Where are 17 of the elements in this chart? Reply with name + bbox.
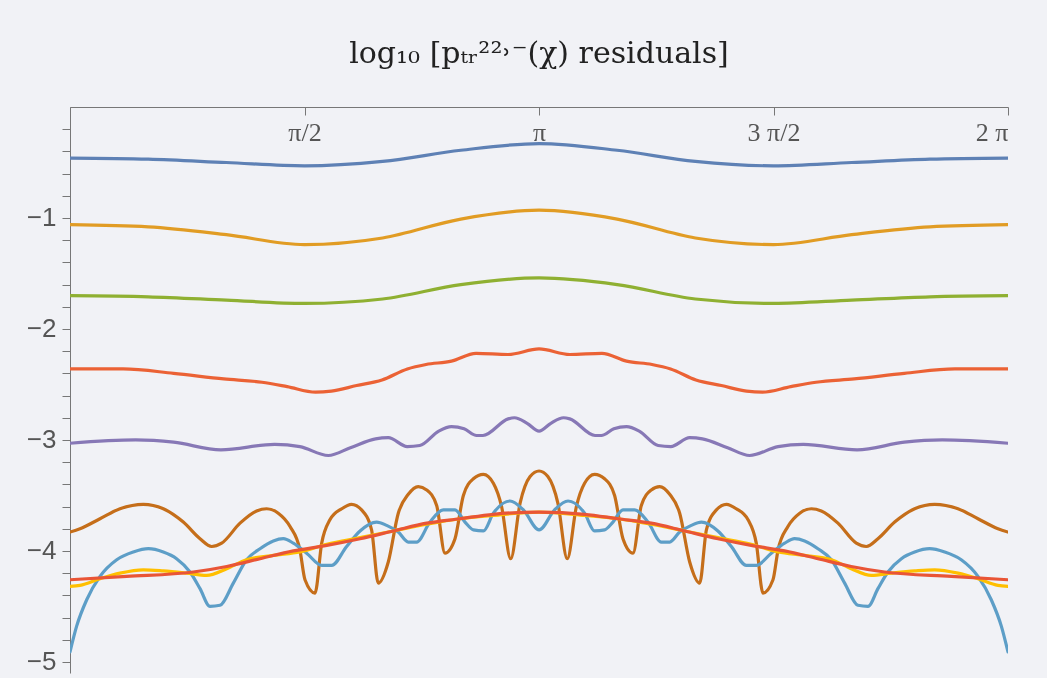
x-tick-label: 3 π/2 bbox=[747, 117, 801, 147]
y-tick-label: −1 bbox=[26, 202, 57, 233]
x-tick-label: π bbox=[532, 117, 547, 147]
y-tick-label: −4 bbox=[26, 535, 57, 566]
line-series bbox=[70, 347, 1008, 394]
y-tick-label: −2 bbox=[26, 313, 57, 344]
x-tick-label: π/2 bbox=[288, 117, 322, 147]
line-series bbox=[70, 499, 1008, 654]
line-series bbox=[70, 276, 1008, 306]
line-series bbox=[70, 208, 1008, 247]
chart-title: log₁₀ [pₜᵣ²²˒⁻(χ) residuals] bbox=[349, 34, 729, 70]
y-tick-label: −5 bbox=[26, 646, 57, 677]
x-tick-label: 2 π bbox=[975, 117, 1009, 147]
line-series bbox=[70, 416, 1008, 458]
line-series bbox=[70, 469, 1008, 595]
line-series bbox=[70, 142, 1008, 168]
y-tick-label: −3 bbox=[26, 424, 57, 455]
